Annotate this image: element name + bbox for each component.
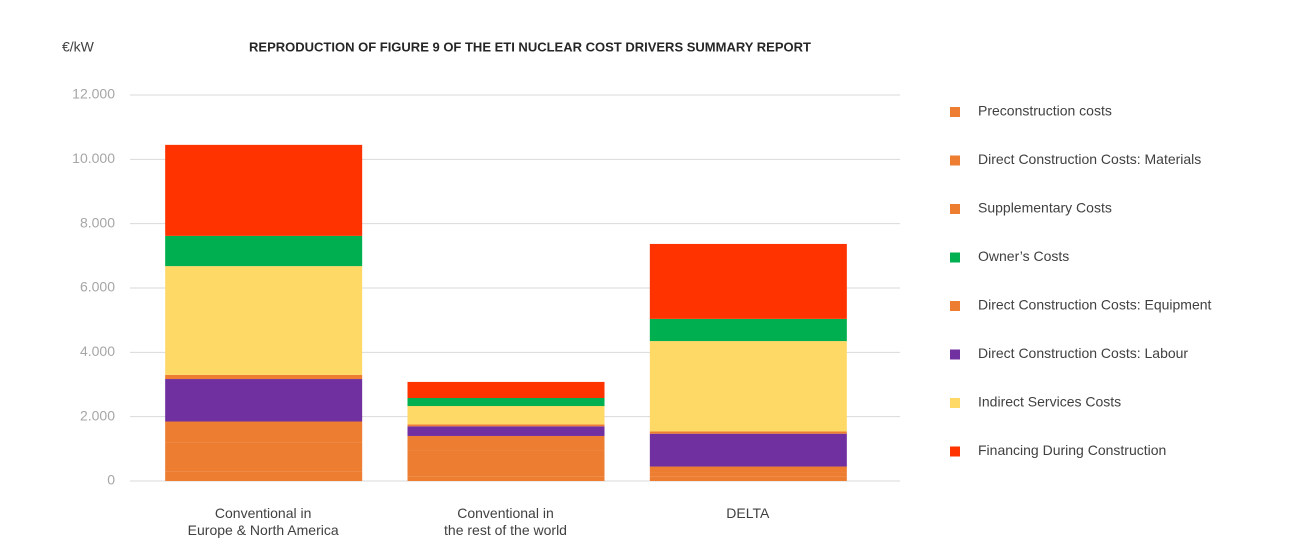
bar-segment (407, 398, 605, 407)
y-tick-label: 2.000 (80, 407, 115, 423)
y-tick-label: 6.000 (80, 279, 115, 295)
bar-segment (649, 431, 847, 434)
legend-swatch (950, 204, 960, 214)
bar-segment (407, 426, 605, 436)
y-axis-label: €/kW (62, 39, 95, 55)
bar-segment (165, 374, 363, 380)
bar-segment (165, 235, 363, 267)
bar-segment (407, 435, 605, 451)
bar-segment (649, 466, 847, 473)
bar-segment (649, 341, 847, 432)
bar-segment (649, 318, 847, 342)
legend-swatch (950, 398, 960, 408)
bar-segment (407, 424, 605, 427)
legend-label: Direct Construction Costs: Labour (978, 345, 1188, 361)
legend-swatch (950, 252, 960, 263)
y-tick-label: 10.000 (72, 150, 115, 166)
legend-swatch (950, 301, 960, 311)
x-tick-label: Conventional in Europe & North America (187, 505, 339, 538)
y-tick-label: 0 (107, 472, 115, 488)
bar-segment (649, 472, 847, 477)
bar-segment (165, 442, 363, 472)
bar-segment (407, 450, 605, 477)
chart-title: REPRODUCTION OF FIGURE 9 OF THE ETI NUCL… (249, 39, 811, 54)
bar-segment (165, 471, 363, 481)
legend-label: Supplementary Costs (978, 200, 1112, 216)
bar-segment (649, 433, 847, 467)
y-tick-label: 12.000 (72, 86, 115, 102)
legend-label: Financing During Construction (978, 442, 1166, 458)
bar-segment (407, 381, 605, 399)
legend-label: Direct Construction Costs: Equipment (978, 297, 1212, 313)
legend-label: Direct Construction Costs: Materials (978, 151, 1201, 167)
bar-segment (407, 476, 605, 481)
y-tick-label: 4.000 (80, 343, 115, 359)
bar-segment (165, 421, 363, 443)
bar-segment (649, 243, 847, 319)
legend-label: Preconstruction costs (978, 103, 1112, 119)
legend-swatch (950, 107, 960, 117)
x-tick-label: DELTA (726, 505, 770, 521)
y-tick-label: 8.000 (80, 214, 115, 230)
x-tick-label: Conventional in the rest of the world (444, 505, 567, 538)
legend-swatch (950, 446, 960, 457)
bar-segment (165, 379, 363, 422)
legend-label: Indirect Services Costs (978, 394, 1121, 410)
bar-segment (165, 144, 363, 236)
bar-segment (649, 476, 847, 481)
bar-segment (165, 266, 363, 375)
bar-segment (407, 406, 605, 425)
legend-label: Owner’s Costs (978, 248, 1069, 264)
legend-swatch (950, 155, 960, 166)
legend-swatch (950, 349, 960, 360)
